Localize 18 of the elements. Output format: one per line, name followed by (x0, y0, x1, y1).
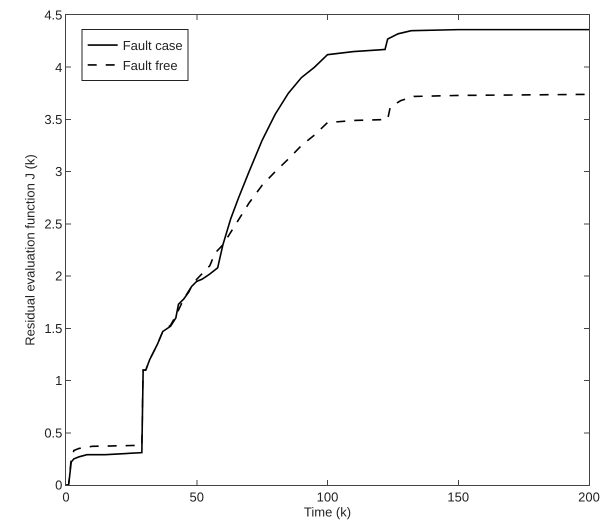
y-tick-label: 0.5 (44, 425, 62, 440)
x-tick-label: 200 (578, 490, 600, 505)
legend-label: Fault free (122, 58, 178, 74)
x-tick-label: 50 (190, 490, 204, 505)
y-tick-label: 2.5 (44, 216, 62, 232)
x-tick-label: 100 (316, 490, 338, 505)
x-tick-label: 150 (447, 490, 470, 505)
y-axis-title: Residual evaluation function J (k) (22, 154, 38, 346)
y-tick-label: 3 (55, 164, 62, 180)
x-axis-title: Time (k) (304, 504, 352, 520)
y-tick-label: 4.5 (44, 8, 62, 23)
y-tick-label: 1 (55, 373, 62, 388)
y-tick-label: 4 (55, 60, 62, 75)
y-tick-label: 0 (55, 478, 62, 493)
y-tick-label: 2 (55, 268, 62, 284)
legend-label: Fault case (122, 38, 183, 54)
y-tick-label: 1.5 (44, 320, 62, 336)
y-tick-label: 3.5 (44, 112, 62, 127)
